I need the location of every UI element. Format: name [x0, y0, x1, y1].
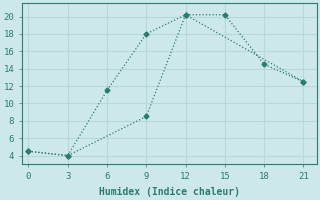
X-axis label: Humidex (Indice chaleur): Humidex (Indice chaleur) [99, 186, 240, 197]
